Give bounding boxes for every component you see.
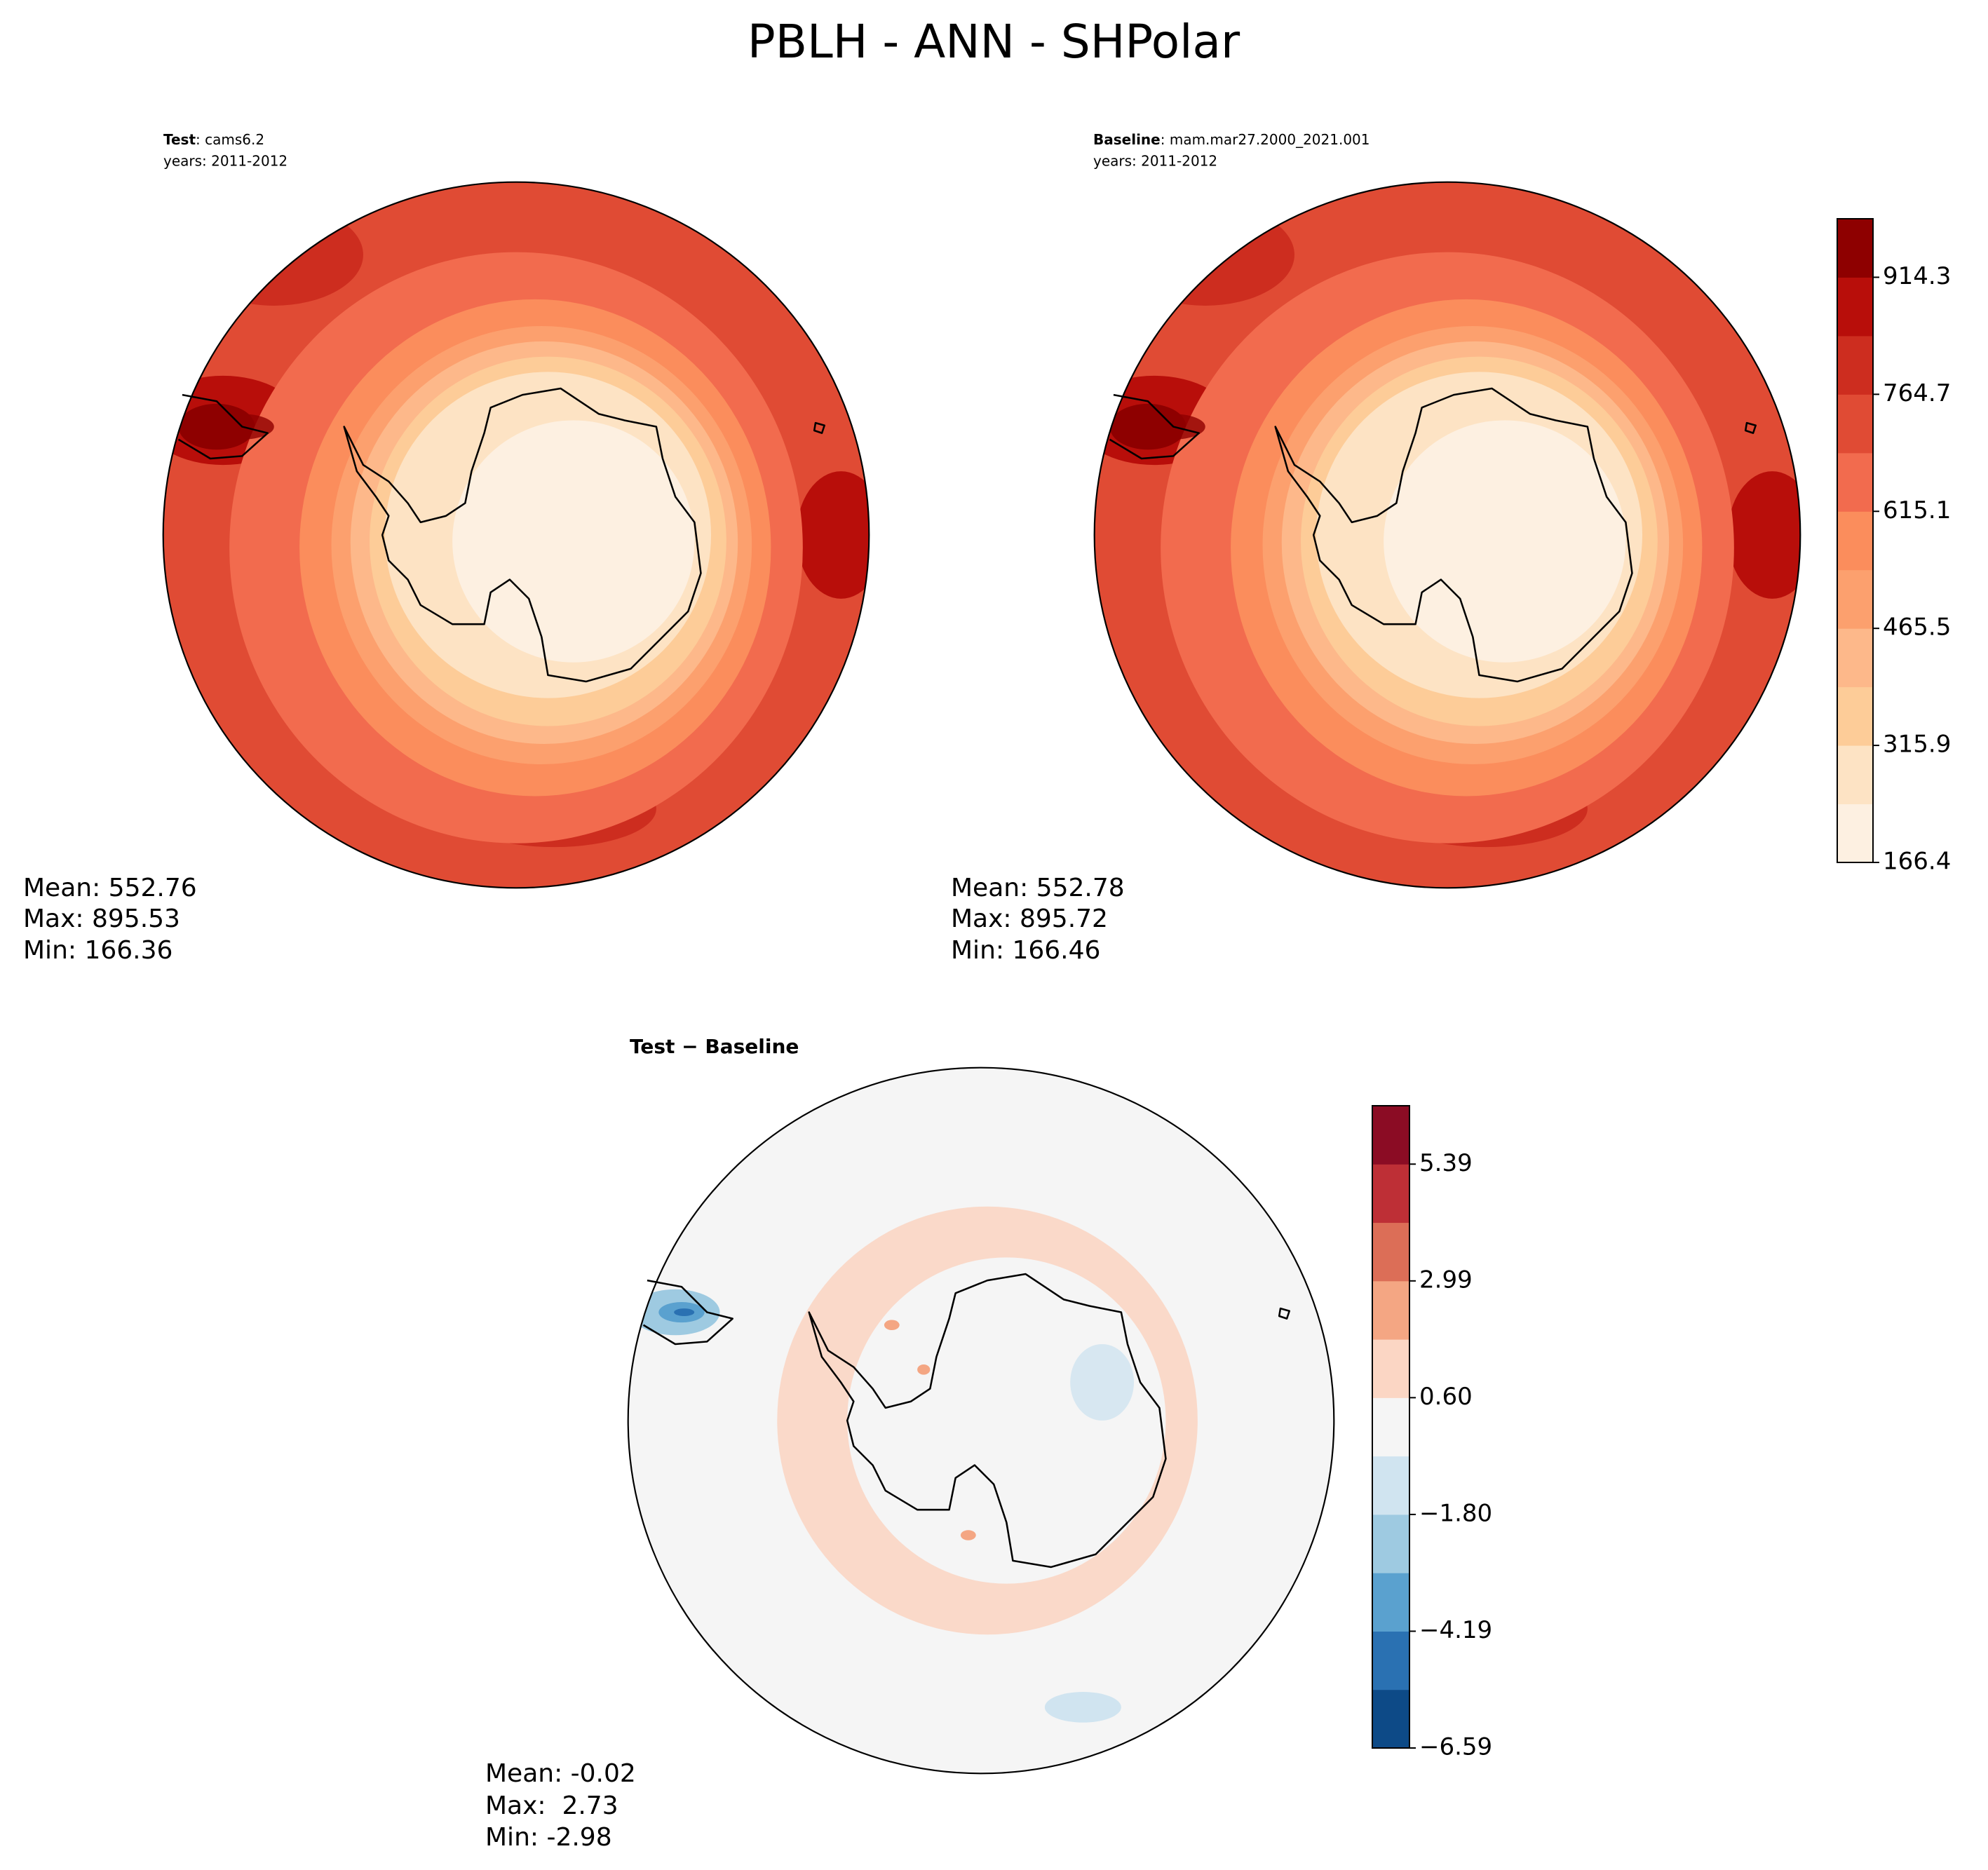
colorbar-segment [1372, 1280, 1409, 1340]
colorbar-tick-label: 2.99 [1419, 1266, 1473, 1294]
colorbar-segment [1837, 511, 1873, 571]
panel-label: Baseline [1093, 131, 1161, 148]
stat: Max: 2.73 [485, 1791, 618, 1820]
colorbar-tick-label: 914.3 [1883, 262, 1951, 290]
panel-title: Test − Baseline [630, 1035, 799, 1058]
panel-case: : mam.mar27.2000_2021.001 [1161, 131, 1370, 148]
map-baseline [1078, 182, 1817, 888]
colorbar-tick-label: 315.9 [1883, 731, 1951, 759]
colorbar-frame [1372, 1105, 1410, 1749]
colorbar-segment [1837, 452, 1873, 512]
panel-title: Test: cams6.2 [163, 131, 264, 148]
colorbar-segment [1837, 277, 1873, 337]
stat: Min: -2.98 [485, 1823, 612, 1852]
colorbar-tick-label: −4.19 [1419, 1616, 1492, 1644]
stat: Mean: 552.78 [951, 874, 1125, 902]
stat: Min: 166.46 [951, 936, 1100, 965]
colorbar-tick-label: 0.60 [1419, 1383, 1473, 1411]
colorbar-frame [1837, 218, 1874, 863]
colorbar-segment [1372, 1573, 1409, 1632]
colorbar-tick-label: −1.80 [1419, 1499, 1492, 1527]
stat: Max: 895.72 [951, 904, 1108, 933]
panel-years: years: 2011-2012 [163, 153, 288, 170]
colorbar-segment [1372, 1514, 1409, 1573]
stat: Mean: 552.76 [23, 874, 197, 902]
colorbar-segment [1837, 804, 1873, 863]
map-difference [627, 1066, 1335, 1775]
colorbar-segment [1837, 628, 1873, 688]
colorbar-segment [1837, 335, 1873, 395]
colorbar-segment [1837, 394, 1873, 454]
colorbar-segment [1372, 1164, 1409, 1224]
colorbar-segment [1372, 1339, 1409, 1398]
panel-label: Test [163, 131, 196, 148]
colorbar-segment [1837, 219, 1873, 278]
colorbar-segment [1837, 569, 1873, 629]
panel-case: : cams6.2 [196, 131, 264, 148]
stat: Mean: -0.02 [485, 1759, 636, 1788]
colorbar-tick-label: 5.39 [1419, 1149, 1473, 1177]
colorbar-segment [1837, 686, 1873, 746]
colorbar-tick-label: 465.5 [1883, 614, 1951, 642]
stat: Max: 895.53 [23, 904, 180, 933]
colorbar-tick-label: −6.59 [1419, 1733, 1492, 1761]
map-test [147, 182, 886, 888]
colorbar-segment [1372, 1106, 1409, 1165]
colorbar-segment [1372, 1397, 1409, 1457]
colorbar-segment [1372, 1689, 1409, 1749]
colorbar-tick-label: 166.4 [1883, 848, 1951, 876]
colorbar-tick-label: 615.1 [1883, 496, 1951, 524]
colorbar-segment [1372, 1456, 1409, 1515]
colorbar-tick-label: 764.7 [1883, 379, 1951, 407]
figure-title: PBLH - ANN - SHPolar [748, 15, 1240, 69]
colorbar-segment [1372, 1222, 1409, 1282]
stat: Min: 166.36 [23, 936, 173, 965]
colorbar-segment [1837, 745, 1873, 805]
panel-title: Baseline: mam.mar27.2000_2021.001 [1093, 131, 1370, 148]
panel-years: years: 2011-2012 [1093, 153, 1217, 170]
colorbar-segment [1372, 1631, 1409, 1691]
